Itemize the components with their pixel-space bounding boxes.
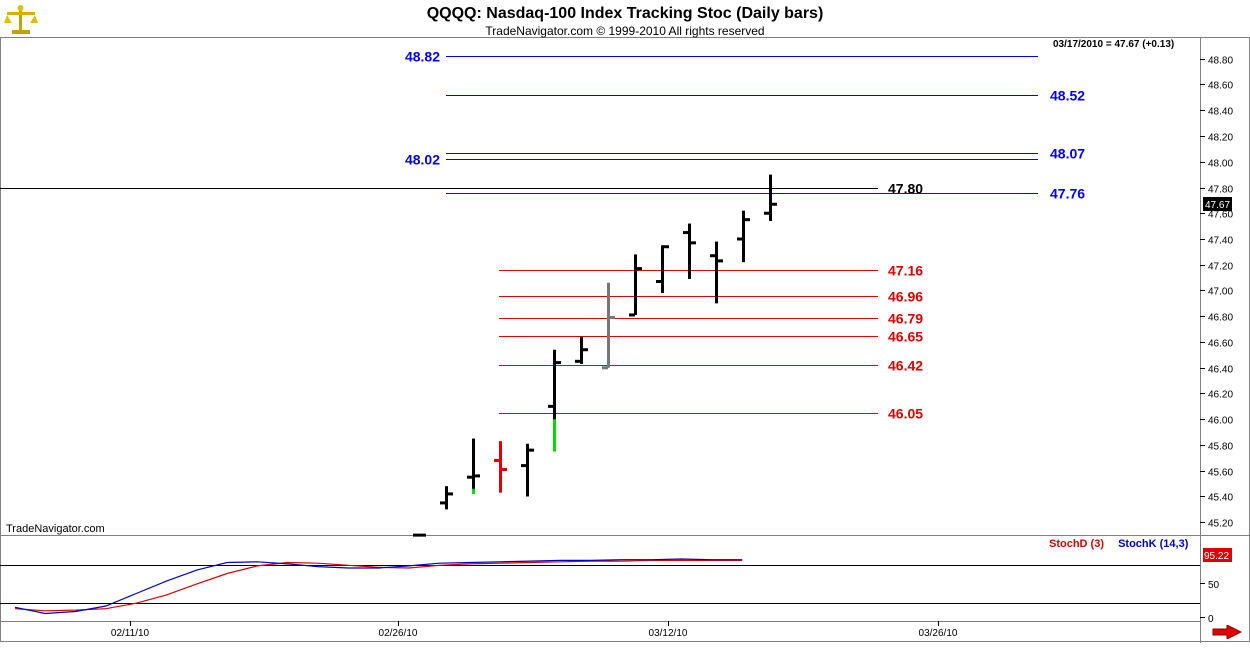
x-tick-label: 03/26/10 bbox=[919, 628, 958, 639]
x-tick-label: 02/11/10 bbox=[111, 628, 150, 639]
legend-stochd: StochD (3) bbox=[1049, 538, 1104, 550]
x-tick-label: 02/26/10 bbox=[379, 628, 418, 639]
stoch-tick-label: 0 bbox=[1208, 614, 1214, 625]
level-label: 48.82 bbox=[405, 49, 440, 65]
ohlc-bar bbox=[494, 441, 507, 493]
legend-stochk: StochK (14,3) bbox=[1118, 538, 1188, 550]
level-label: 46.96 bbox=[888, 289, 923, 305]
ohlc-bar bbox=[629, 254, 642, 315]
y-tick-label: 45.20 bbox=[1208, 519, 1233, 530]
level-label: 46.79 bbox=[888, 311, 923, 327]
indicator-legend: StochD (3) StochK (14,3) bbox=[1049, 538, 1199, 550]
y-tick-label: 46.60 bbox=[1208, 339, 1233, 350]
ohlc-bar bbox=[656, 245, 669, 293]
y-tick-label: 48.80 bbox=[1208, 56, 1233, 67]
y-tick-label: 46.80 bbox=[1208, 313, 1233, 324]
ohlc-bar bbox=[764, 175, 777, 221]
level-label: 48.02 bbox=[405, 152, 440, 168]
stoch-last-label: 95.22 bbox=[1204, 551, 1229, 562]
y-tick-label: 45.40 bbox=[1208, 493, 1233, 504]
level-label: 47.16 bbox=[888, 263, 923, 279]
y-tick-label: 48.00 bbox=[1208, 159, 1233, 170]
x-tick-label: 03/12/10 bbox=[649, 628, 688, 639]
level-label: 47.80 bbox=[888, 181, 923, 197]
status-readout: 03/17/2010 = 47.67 (+0.13) bbox=[1053, 39, 1174, 50]
level-label: 46.65 bbox=[888, 329, 923, 345]
chart-title: QQQQ: Nasdaq-100 Index Tracking Stoc (Da… bbox=[0, 5, 1250, 23]
stoch-tick-label: 50 bbox=[1208, 580, 1220, 591]
last-price-label: 47.67 bbox=[1205, 200, 1230, 211]
watermark: TradeNavigator.com bbox=[6, 523, 105, 535]
level-label: 46.42 bbox=[888, 358, 923, 374]
chart-border bbox=[1, 38, 1250, 642]
ohlc-bar bbox=[521, 444, 534, 497]
chart-subtitle: TradeNavigator.com © 1999-2010 All right… bbox=[0, 24, 1250, 38]
level-label: 48.52 bbox=[1050, 88, 1085, 104]
y-tick-label: 47.40 bbox=[1208, 236, 1233, 247]
y-tick-label: 47.00 bbox=[1208, 287, 1233, 298]
y-tick-label: 48.20 bbox=[1208, 133, 1233, 144]
ohlc-bar bbox=[737, 211, 750, 262]
y-tick-label: 46.00 bbox=[1208, 416, 1233, 427]
level-label: 46.05 bbox=[888, 406, 923, 422]
scroll-right-arrow-icon[interactable] bbox=[1212, 625, 1242, 639]
y-tick-label: 48.60 bbox=[1208, 81, 1233, 92]
y-tick-label: 48.40 bbox=[1208, 107, 1233, 118]
y-tick-label: 46.20 bbox=[1208, 390, 1233, 401]
y-tick-label: 47.80 bbox=[1208, 185, 1233, 196]
ohlc-bar bbox=[548, 350, 561, 452]
y-tick-label: 47.20 bbox=[1208, 262, 1233, 273]
y-tick-label: 45.80 bbox=[1208, 442, 1233, 453]
y-tick-label: 45.60 bbox=[1208, 468, 1233, 479]
level-label: 47.76 bbox=[1050, 186, 1085, 202]
ohlc-bar bbox=[710, 242, 723, 304]
ohlc-bar bbox=[467, 439, 480, 494]
level-label: 48.07 bbox=[1050, 146, 1085, 162]
ohlc-bar bbox=[440, 486, 453, 509]
ohlc-bar bbox=[602, 283, 615, 368]
ohlc-bar bbox=[575, 337, 588, 364]
y-tick-label: 47.60 bbox=[1208, 210, 1233, 221]
y-tick-label: 46.40 bbox=[1208, 365, 1233, 376]
